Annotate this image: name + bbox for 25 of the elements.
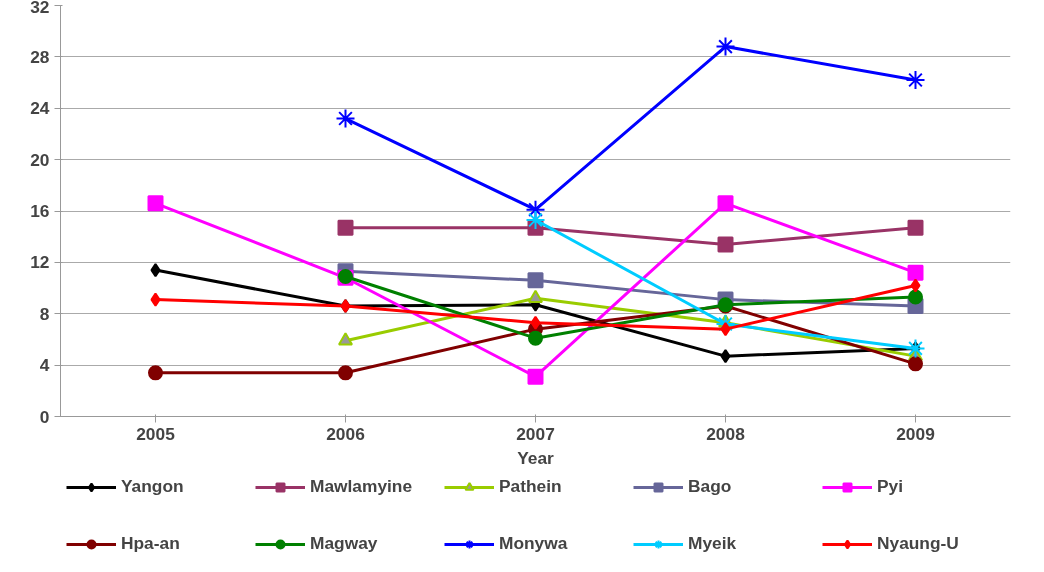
legend-label: Hpa-an (121, 533, 181, 554)
y-tick-label: 0 (39, 406, 50, 427)
legend-label: Bago (688, 476, 733, 497)
x-axis-title: Year (517, 447, 555, 468)
y-tick-label: 4 (39, 355, 50, 376)
legend-label: Myeik (688, 533, 738, 554)
legend-label: Mawlamyine (310, 476, 414, 497)
y-tick-label: 32 (30, 0, 50, 17)
x-tick-label: 2009 (896, 423, 935, 444)
legend-label: Nyaung-U (877, 533, 960, 554)
x-tick-label: 2007 (516, 423, 555, 444)
y-tick-label: 12 (30, 252, 50, 273)
y-tick-label: 28 (30, 46, 50, 67)
y-tick-label: 16 (30, 201, 50, 221)
x-tick-label: 2008 (706, 423, 746, 444)
legend-label: Pathein (499, 476, 563, 497)
legend-label: Yangon (121, 476, 185, 497)
legend-label: Monywa (499, 533, 569, 554)
legend-label: Magway (310, 533, 379, 554)
y-tick-label: 24 (30, 98, 50, 119)
legend-label: Pyi (877, 476, 904, 497)
x-tick-label: 2006 (326, 423, 366, 444)
y-tick-label: 20 (30, 149, 50, 170)
y-tick-label: 8 (39, 303, 50, 324)
x-tick-label: 2005 (136, 423, 176, 444)
